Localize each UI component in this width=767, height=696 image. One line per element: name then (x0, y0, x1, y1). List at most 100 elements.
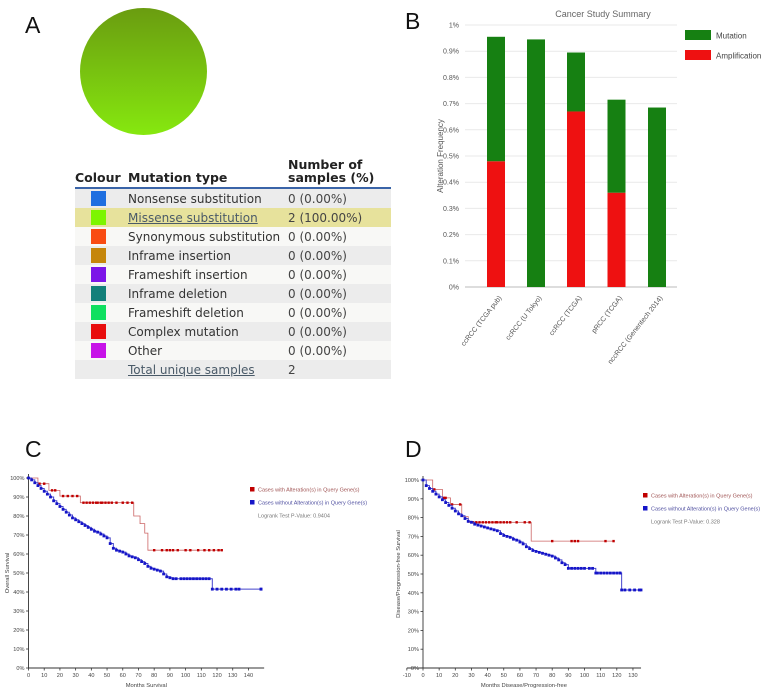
x-tick-label: 60 (517, 673, 523, 679)
km-point-marker (74, 518, 78, 522)
km-censor-marker (201, 577, 205, 581)
km-point-marker (476, 523, 480, 527)
y-tick-label: 0.5% (443, 154, 459, 161)
km-censor-marker (85, 501, 88, 504)
km-censor-marker (234, 587, 238, 591)
legend-label: Cases without Alteration(s) in Query Gen… (651, 506, 760, 512)
km-point-marker (566, 566, 570, 570)
colour-swatch (91, 248, 106, 264)
colour-swatch (91, 286, 106, 302)
y-tick-label: 90% (408, 497, 419, 503)
colour-swatch (91, 229, 106, 245)
km-point-marker (524, 545, 528, 549)
mutation-type-table: Colour Mutation type Number of samples (… (75, 156, 391, 380)
km-censor-marker (570, 566, 573, 570)
legend-swatch (643, 493, 648, 498)
x-tick-label: 30 (73, 673, 79, 679)
panel-a-label: A (25, 12, 41, 38)
y-axis-label: Overall Survival (5, 553, 11, 594)
panel-c-label: C (25, 436, 42, 462)
km-point-marker (499, 532, 502, 535)
colour-swatch (91, 210, 106, 226)
x-tick-label: 90 (167, 673, 173, 679)
km-point-marker (591, 566, 594, 570)
bar-mutation (527, 39, 545, 287)
km-censor-marker (528, 521, 531, 524)
y-tick-label: 30% (408, 610, 419, 616)
km-censor-marker (488, 521, 491, 524)
column-header-mutation-type: Mutation type (128, 170, 228, 186)
table-header-row: Colour Mutation type Number of samples (… (75, 156, 391, 189)
km-censor-marker (478, 521, 481, 524)
y-tick-label: 60% (13, 552, 24, 558)
samples-cell: 0 (0.00%) (288, 267, 347, 282)
mutation-type-cell: Complex mutation (128, 324, 239, 339)
x-tick-label: 10 (41, 673, 47, 679)
km-point-marker (168, 576, 172, 580)
km-censor-marker (66, 494, 69, 498)
progression-free-km-chart: -10 0 10 20 30 40 50 60 70 80 90 100 110 120 130 0% 10% 2… (396, 476, 760, 689)
km-point-marker (80, 522, 84, 525)
logrank-pvalue: Logrank Test P-Value: 0.9404 (258, 514, 330, 520)
x-tick-label: 50 (501, 673, 507, 679)
km-point-marker (162, 572, 166, 576)
km-censor-marker (583, 566, 586, 570)
km-point-marker (130, 555, 134, 559)
km-point-marker (547, 553, 551, 557)
legend-label: Amplification (716, 52, 761, 61)
bar-mutation (487, 36, 505, 162)
km-point-marker (96, 530, 100, 534)
samples-cell: 2 (100.00%) (288, 210, 363, 225)
y-tick-label: 0.2% (443, 232, 459, 239)
km-censor-marker (121, 501, 124, 504)
km-censor-marker (101, 501, 104, 504)
table-row-highlighted: Missense substitution 2 (100.00%) (75, 208, 391, 228)
km-point-marker (30, 478, 34, 482)
panel-b-label: B (405, 8, 421, 34)
y-tick-label: 0.3% (443, 206, 459, 213)
km-censor-marker (184, 549, 187, 552)
km-censor-marker (217, 549, 220, 552)
y-tick-label: 40% (408, 591, 419, 597)
x-tick-label: 50 (104, 673, 110, 679)
km-censor-marker (573, 566, 577, 570)
km-censor-marker (484, 521, 488, 524)
km-point-marker (450, 506, 454, 510)
km-censor-marker (160, 549, 164, 552)
x-tick-label: 90 (565, 673, 571, 679)
x-tick-label: 110 (197, 673, 206, 679)
km-censor-marker (229, 587, 233, 591)
km-censor-marker (618, 571, 622, 575)
km-point-marker (502, 534, 506, 537)
y-tick-label: 10% (408, 647, 419, 653)
x-axis-label: Months Disease/Progression-free (481, 683, 567, 689)
bar-amplification (487, 161, 505, 287)
km-censor-marker (168, 549, 172, 552)
y-tick-label: 100% (405, 478, 419, 484)
km-censor-marker (499, 521, 502, 524)
bar-amplification (567, 111, 585, 288)
samples-cell: 0 (0.00%) (288, 229, 347, 244)
km-point-marker (67, 513, 71, 517)
y-tick-label: 10% (13, 647, 24, 653)
y-tick-label: 0.7% (443, 101, 459, 108)
km-point-marker (89, 527, 93, 531)
km-censor-marker (165, 549, 168, 552)
missense-substitution-link[interactable]: Missense substitution (128, 210, 258, 225)
km-point-marker (105, 536, 109, 540)
total-unique-samples-link[interactable]: Total unique samples (128, 362, 255, 377)
table-row: Synonymous substitution 0 (0.00%) (75, 227, 391, 247)
km-point-marker (639, 588, 643, 592)
km-point-marker (146, 564, 150, 568)
km-point-marker (210, 587, 214, 591)
km-censor-marker (99, 501, 102, 504)
y-tick-label: 0% (16, 666, 24, 672)
samples-cell: 0 (0.00%) (288, 324, 347, 339)
km-censor-marker (442, 496, 446, 500)
km-censor-marker (615, 571, 619, 575)
table-row: Inframe insertion 0 (0.00%) (75, 246, 391, 266)
x-tick-label: 120 (212, 673, 221, 679)
km-censor-marker (94, 501, 98, 504)
km-point-marker (466, 519, 470, 523)
km-line-with-alteration (28, 477, 222, 551)
